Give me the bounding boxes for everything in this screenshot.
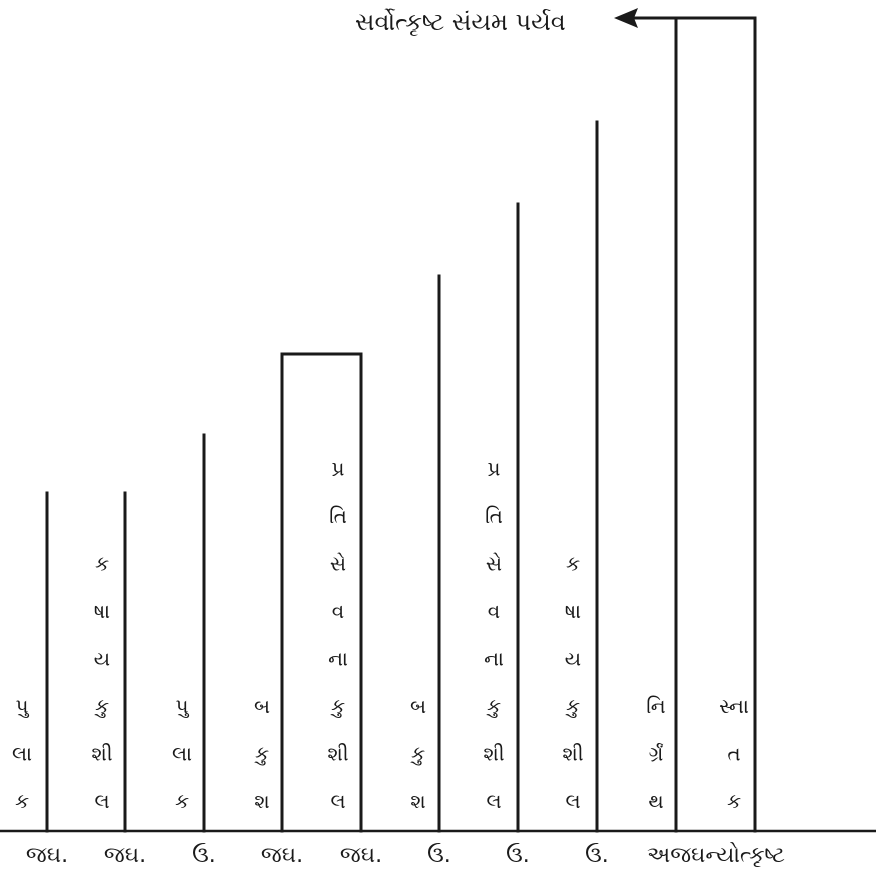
column-pratisevana-1: પ્ર તિ સે વ ના કુ શી લ — [327, 457, 348, 814]
column-char: લ — [486, 789, 501, 813]
column-char: વ — [332, 599, 344, 623]
column-char: કુ — [254, 742, 269, 766]
column-char: કુ — [94, 694, 109, 718]
column-kashay-2: ક ષા ય કુ શી લ — [562, 552, 583, 814]
column-char: શી — [91, 742, 112, 766]
bottom-label: જઘ. — [26, 843, 68, 868]
column-char: લ — [565, 789, 580, 813]
column-char: કુ — [410, 742, 425, 766]
column-char: પુ — [176, 694, 190, 718]
bottom-label: ઉ. — [585, 843, 609, 868]
column-char: સ્ના — [719, 694, 749, 718]
range-lines — [45, 16, 757, 833]
column-char: શી — [327, 742, 348, 766]
bottom-label: જઘ. — [104, 843, 146, 868]
column-char: સે — [486, 552, 502, 576]
column-char: લા — [12, 742, 32, 766]
column-char: શી — [483, 742, 504, 766]
bottom-label: અજઘન્યોત્કૃષ્ટ — [647, 842, 785, 868]
column-pratisevana-2: પ્ર તિ સે વ ના કુ શી લ — [483, 457, 504, 814]
column-char: શ — [254, 789, 269, 813]
column-char: બ — [410, 694, 426, 718]
column-char: થ — [648, 789, 663, 813]
column-char: પ્ર — [488, 457, 501, 481]
column-char: કુ — [565, 694, 580, 718]
column-char: ક — [95, 552, 109, 576]
column-char: તિ — [485, 504, 503, 528]
column-nirgranth: નિ ર્ગ્રં થ — [646, 694, 666, 813]
column-pulak-1: પુ લા ક — [12, 694, 32, 813]
column-labels: પુલાકકષાયકુશીલપુલાકબકુશપ્રતિસેવનાકુશીલબક… — [12, 457, 749, 814]
column-pulak-2: પુ લા ક — [172, 694, 192, 813]
column-char: શી — [562, 742, 583, 766]
column-char: ક — [175, 789, 189, 813]
column-char: લા — [172, 742, 192, 766]
diagram-title: સર્વોત્કૃષ્ટ સંયમ પર્યવ — [355, 8, 566, 36]
bottom-labels: જઘ. જઘ. ઉ. જઘ. જઘ. ઉ. ઉ. ઉ. અજઘન્યોત્કૃષ્ટ — [26, 842, 785, 868]
column-char: લ — [94, 789, 109, 813]
bottom-label: જઘ. — [340, 843, 382, 868]
bottom-label: જઘ. — [261, 843, 303, 868]
column-char: ત — [727, 742, 740, 766]
column-char: ક — [566, 552, 580, 576]
column-char: લ — [330, 789, 345, 813]
column-char: ર્ગ્રં — [649, 742, 664, 766]
bottom-label: ઉ. — [427, 843, 451, 868]
column-char: ક — [727, 789, 741, 813]
column-char: ષા — [94, 599, 110, 623]
column-char: ના — [328, 647, 348, 671]
column-bakush-2: બ કુ શ — [410, 694, 426, 813]
column-bakush-1: બ કુ શ — [254, 694, 270, 813]
bottom-label: ઉ. — [506, 843, 530, 868]
column-char: વ — [488, 599, 500, 623]
column-snatak: સ્ના તક — [719, 694, 749, 813]
column-char: ય — [94, 647, 110, 671]
column-char: ષા — [565, 599, 581, 623]
column-char: તિ — [329, 504, 347, 528]
column-char: કુ — [486, 694, 501, 718]
column-char: ક — [15, 789, 29, 813]
bottom-label: ઉ. — [192, 843, 216, 868]
column-char: શ — [410, 789, 425, 813]
column-char: ના — [484, 647, 504, 671]
column-char: સે — [330, 552, 346, 576]
title-arrow — [614, 8, 678, 28]
column-char: પુ — [16, 694, 30, 718]
column-kashay-1: ક ષા ય કુ શી લ — [91, 552, 112, 814]
column-char: નિ — [646, 694, 666, 718]
column-char: ય — [565, 647, 581, 671]
column-char: પ્ર — [332, 457, 345, 481]
column-char: કુ — [330, 694, 345, 718]
column-char: બ — [254, 694, 270, 718]
